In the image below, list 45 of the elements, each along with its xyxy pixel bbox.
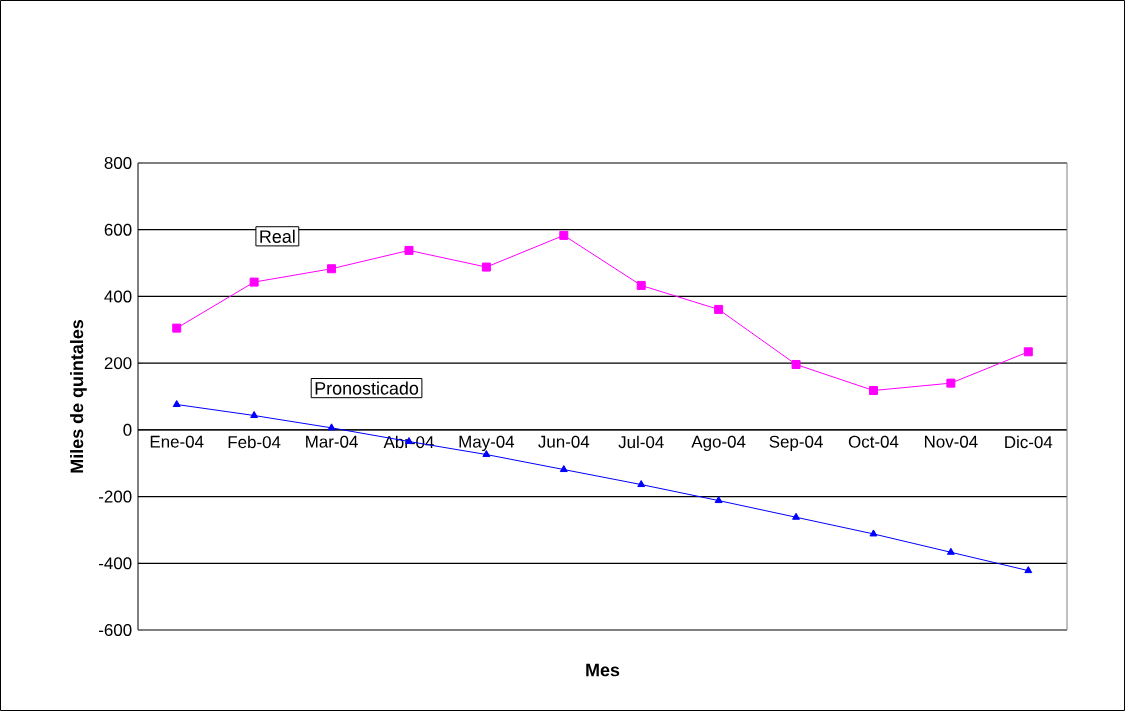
point [559,465,568,473]
point [636,280,646,290]
y-tick-label: -600 [99,624,132,636]
point [714,304,724,314]
point [559,230,569,240]
point [172,323,182,333]
series-label: Real [260,229,295,243]
x-tick-label: May-04 [459,435,515,452]
y-tick-label: 200 [104,357,132,370]
point [1023,347,1033,357]
y-tick-label: 600 [104,223,132,236]
point [250,411,259,419]
point [1024,566,1033,574]
point [637,480,646,488]
point [946,378,956,388]
point [404,245,414,255]
x-tick-label: Ago-04 [691,435,746,452]
x-tick-label: Dic-04 [1005,435,1053,449]
point [869,529,878,537]
x-axis-title: Mes [586,663,620,677]
point [172,400,181,407]
point [792,512,801,520]
y-tick-label: -200 [99,490,132,503]
y-tick-label: 0 [123,423,132,436]
y-axis-title: Miles de quintales [70,320,87,473]
x-tick-label: Mar-04 [306,435,358,448]
y-tick-label: 400 [104,290,132,303]
point [714,496,723,504]
point [481,262,491,272]
x-tick-label: Feb-04 [228,435,281,449]
x-tick-label: Nov-04 [924,435,978,448]
x-tick-label: Jun-04 [538,435,590,448]
y-tick-label: 800 [104,156,132,169]
x-tick-label: Jul-04 [618,435,664,449]
y-tick-label: -400 [99,557,132,570]
series-label: Pronosticado [315,381,419,395]
point [946,547,955,555]
point [327,423,336,431]
x-tick-label: Sep-04 [769,435,823,452]
x-tick-label: Ene-04 [150,435,204,448]
x-tick-label: Oct-04 [848,435,899,448]
point [791,359,801,369]
point [327,264,337,274]
point [868,385,878,395]
point [249,277,259,287]
